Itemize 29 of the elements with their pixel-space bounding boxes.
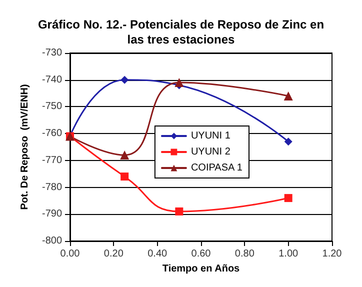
y-tick-label: -760 [42, 128, 62, 140]
y-tick-label: -730 [42, 48, 62, 58]
y-tick-label: -800 [42, 236, 62, 246]
y-tick-label: -780 [42, 182, 62, 193]
x-axis-title: Tiempo en Años [162, 263, 240, 274]
point [120, 76, 129, 84]
x-tick-label: 1.00 [278, 248, 298, 260]
legend-label: UYUNI 1 [190, 130, 231, 142]
y-tick-label: -790 [42, 208, 62, 220]
y-tick-label: -750 [42, 101, 62, 112]
point [284, 91, 293, 100]
point [284, 194, 292, 202]
x-tick-label: 0.40 [148, 248, 168, 260]
y-axis-title: Pot. De Reposo (mV/ENH) [20, 84, 30, 210]
legend-label: UYUNI 2 [190, 146, 231, 158]
x-tick-label: 0.20 [104, 248, 124, 260]
y-tick-label: -770 [42, 154, 62, 166]
x-tick-label: 1.20 [322, 248, 342, 260]
chart-title: Gráfico No. 12.- Potenciales de Reposo de Zinc en las tres estaciones [38, 18, 324, 46]
point [175, 207, 184, 216]
x-tick-label: 0.60 [191, 248, 212, 260]
x-tick-label: 0.00 [60, 248, 80, 260]
x-tick-label: 0.80 [234, 248, 255, 260]
y-tick-label: -740 [42, 74, 62, 86]
point [120, 150, 130, 160]
point [174, 78, 184, 88]
point [120, 172, 129, 181]
legend-label: COIPASA 1 [190, 162, 243, 174]
point [284, 138, 292, 146]
